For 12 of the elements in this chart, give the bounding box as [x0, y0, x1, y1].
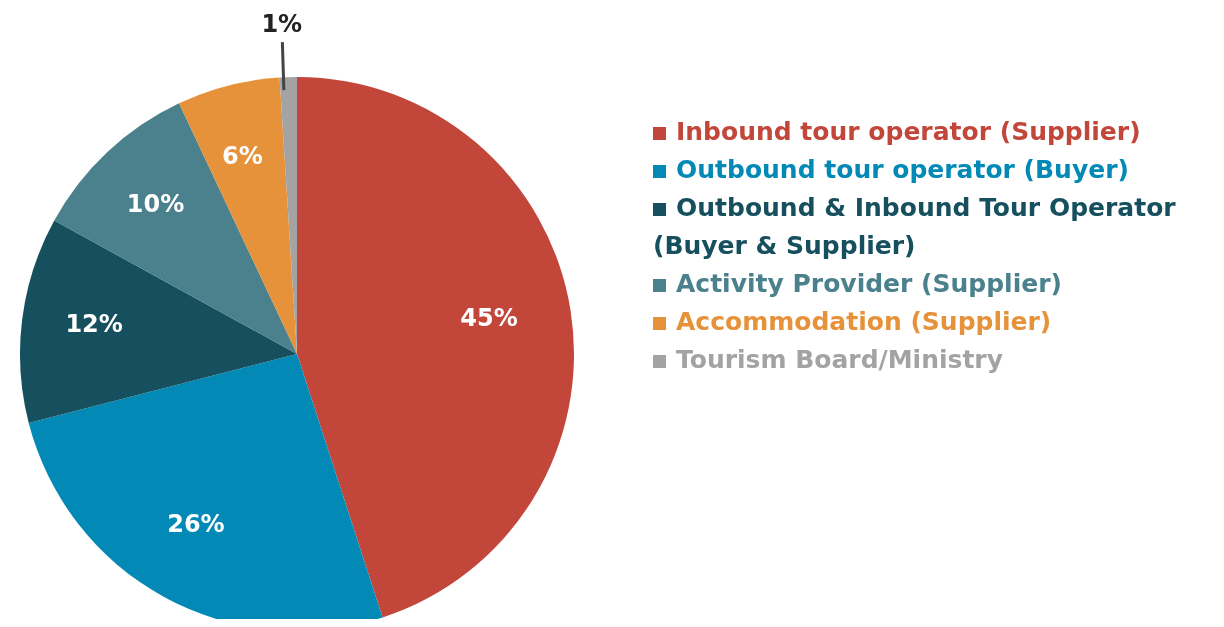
data-label: 45% — [460, 303, 518, 332]
legend-label: Outbound & Inbound Tour Operator (Buyer & Supplier) — [653, 193, 1176, 260]
data-label: 1% — [261, 10, 303, 39]
legend-label: Accommodation (Supplier) — [676, 307, 1052, 336]
data-label: 10% — [126, 189, 185, 218]
legend-label: Inbound tour operator (Supplier) — [676, 117, 1141, 146]
legend-label: Activity Provider (Supplier) — [676, 269, 1062, 298]
data-label: 6% — [222, 141, 263, 170]
data-label: 12% — [65, 310, 123, 338]
data-label: 26% — [167, 509, 225, 538]
legend-label: Tourism Board/Ministry — [676, 345, 1003, 374]
legend-label: Outbound tour operator (Buyer) — [676, 155, 1129, 184]
